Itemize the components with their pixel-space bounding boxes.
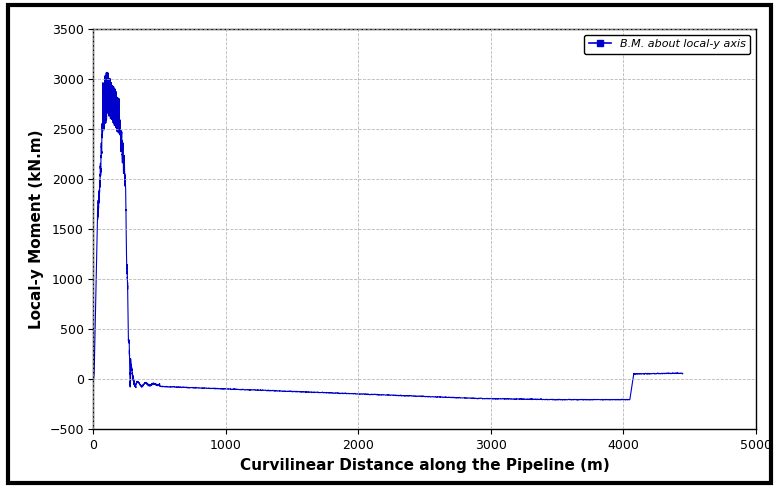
Legend: B.M. about local-y axis: B.M. about local-y axis [584,35,750,54]
X-axis label: Curvilinear Distance along the Pipeline (m): Curvilinear Distance along the Pipeline … [240,458,609,473]
Y-axis label: Local-y Moment (kN.m): Local-y Moment (kN.m) [29,130,44,329]
